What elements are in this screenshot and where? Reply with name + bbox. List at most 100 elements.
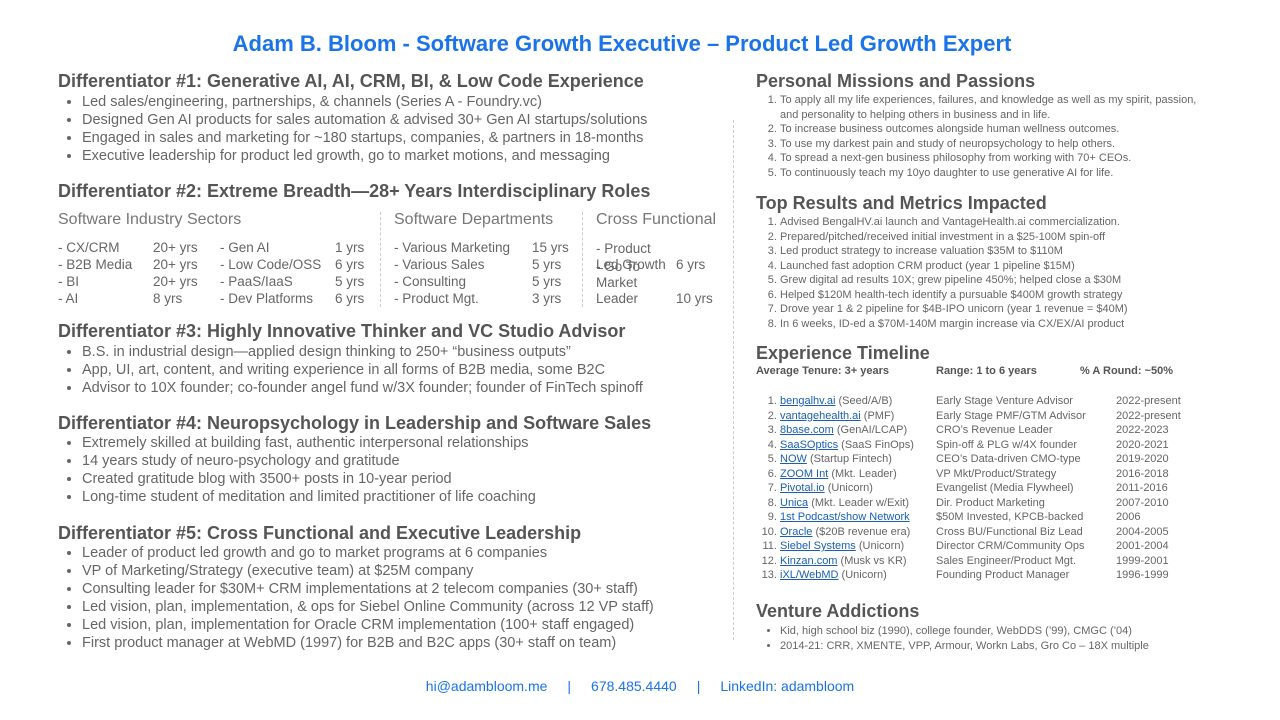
years: 20+ yrs [153,274,198,289]
company: Kinzan.com (Musk vs KR) [780,554,936,569]
separator: | [567,678,572,694]
row: - PaaS/IaaS 5 yrs [220,273,364,290]
column: - Gen AI 1 yrs - Low Code/OSS 6 yrs - PaaS/I… [220,239,364,307]
years: 5 yrs [335,274,365,289]
note: (SaaS FinOps) [841,438,914,451]
company-link[interactable]: 1st Podcast/show Network [780,511,910,523]
role: Dir. Product Marketing [936,496,1045,509]
years: 5 yrs [532,257,562,272]
section-heading: Top Results and Metrics Impacted [756,193,1047,213]
role: Evangelist (Media Flywheel) [936,482,1074,494]
years: 1999-2001 [1116,554,1169,567]
list: Advised BengalHV.ai launch and VantageHe… [756,215,1220,331]
column-divider [582,212,583,307]
role: Sales Engineer/Product Mgt. [936,554,1077,567]
timeline-row: Siebel Systems (Unicorn)Director CRM/Com… [780,539,1220,554]
role: Cross BU/Functional Biz Lead [936,525,1083,538]
years: 2001-2004 [1116,540,1169,552]
bullet-list: Leader of product led growth and go to m… [58,544,654,652]
company-link[interactable]: vantagehealth.ai [780,409,861,422]
timeline-row: 8base.com (GenAI/LCAP)CRO’s Revenue Lead… [780,423,1220,438]
years: 2022-present [1116,409,1181,422]
bullet-list: Extremely skilled at building fast, auth… [58,434,536,506]
item: To increase business outcomes alongside … [780,122,1200,137]
item: Drove year 1 & 2 pipeline for $4B-IPO un… [780,302,1220,317]
row: - Consulting 5 yrs [394,273,569,290]
bullet: Advisor to 10X founder; co-founder angel… [82,379,643,397]
company-link[interactable]: NOW [780,453,807,465]
timeline-row: Pivotal.io (Unicorn) Evangelist (Media Fl… [780,481,1220,496]
title: Adam B. Bloom - Software Growth Executiv… [232,31,1012,56]
column-divider [733,120,734,640]
company-link[interactable]: bengalhv.ai [780,395,836,407]
years: 3 yrs [532,291,562,306]
note: (Mkt. Leader) [831,467,897,480]
column-divider [380,212,381,307]
row: - AI 8 yrs [58,290,198,307]
note: (Unicorn) [827,482,873,494]
item: In 6 weeks, ID-ed a $70M-140M margin inc… [780,317,1220,332]
bullet-list: Led sales/engineering, partnerships, & c… [58,93,647,165]
footer: hi@adambloom.me | 678.485.4440 | LinkedIn: a… [0,678,1280,694]
company-link[interactable]: iXL/WebMD [780,569,839,581]
company-link[interactable]: 8base.com [780,424,834,436]
item: Led product strategy to increase valuati… [780,244,1220,259]
column-heading: Cross Functional [596,211,717,228]
label: - Dev Platforms [220,291,314,306]
role: CEO’s Data-driven CMO-type [936,453,1081,465]
company: 8base.com (GenAI/LCAP) [780,423,936,438]
column-heading: Software Departments [394,211,554,228]
role: Founding Product Manager [936,569,1070,581]
list: To apply all my life experiences, failur… [756,93,1200,180]
column-heading: Software Industry Sectors [58,211,242,228]
years: 1 yrs [335,240,365,255]
bullet: VP of Marketing/Strategy (executive team… [82,562,654,580]
timeline-row: NOW (Startup Fintech)CEO’s Data-driven C… [780,452,1220,467]
label: - Low Code/OSS [220,257,322,272]
timeline-row: vantagehealth.ai (PMF)Early Stage PMF/GT… [780,409,1220,424]
timeline-list: bengalhv.ai (Seed/A/B)Early Stage Ventur… [756,394,1220,583]
role: VP Mkt/Product/Strategy [936,467,1057,480]
item: 2014-21: CRR, XMENTE, VPP, Armour, Workn… [780,639,1149,654]
item: To spread a next-gen business philosophy… [780,151,1200,166]
bullet: B.S. in industrial design—applied design… [82,343,643,361]
contact: hi@adambloom.me [425,678,548,694]
timeline-row: iXL/WebMD (Unicorn) Founding Product Mana… [780,568,1220,583]
list: bengalhv.ai (Seed/A/B)Early Stage Ventur… [756,394,1220,583]
section-heading: Experience Timeline [756,343,930,363]
company-link[interactable]: ZOOM Int [780,467,829,480]
row: - CX/CRM 20+ yrs [58,239,198,256]
numbered-list: Advised BengalHV.ai launch and VantageHe… [756,215,1220,331]
bullet: Long-time student of meditation and limi… [82,488,536,506]
years: 20+ yrs [153,257,198,272]
label: - Gen AI [220,240,270,255]
role: Early Stage PMF/GTM Advisor [936,409,1086,422]
bullet: Leader of product led growth and go to m… [82,544,654,562]
bullet-list: B.S. in industrial design—applied design… [58,343,643,397]
company: 1st Podcast/show Network [780,510,936,525]
summary: Average Tenure: 3+ years [756,365,889,377]
company-link[interactable]: Pivotal.io [780,482,825,494]
years: 1996-1999 [1116,569,1169,581]
company-link[interactable]: Kinzan.com [780,554,838,567]
role: Director CRM/Community Ops [936,540,1085,552]
contact: LinkedIn: adambloom [720,678,855,694]
company: SaaSOptics (SaaS FinOps) [780,438,936,453]
company-link[interactable]: SaaSOptics [780,438,839,451]
bullet: Led vision, plan, implementation for Ora… [82,616,654,634]
years: 10 yrs [676,291,713,306]
note: ($20B revenue era) [815,525,911,538]
timeline-row: SaaSOptics (SaaS FinOps)Spin-off & PLG w… [780,438,1220,453]
row: - Dev Platforms 6 yrs [220,290,364,307]
bullet-list: Kid, high school biz (1990), college fou… [756,624,1149,653]
summary: Range: 1 to 6 years [936,365,1037,377]
row: SaaSOptics (SaaS FinOps)Spin-off & PLG w… [780,438,1220,453]
bullet: 14 years study of neuro-psychology and g… [82,452,536,470]
company: Unica (Mkt. Leader w/Exit) [780,496,936,511]
company-link[interactable]: Unica [780,496,809,509]
row: - Go To Market Leader 10 yrs [596,259,713,307]
note: (Unicorn) [841,569,887,581]
bullet: First product manager at WebMD (1997) fo… [82,634,654,652]
company-link[interactable]: Oracle [780,525,813,538]
company-link[interactable]: Siebel Systems [780,540,856,552]
